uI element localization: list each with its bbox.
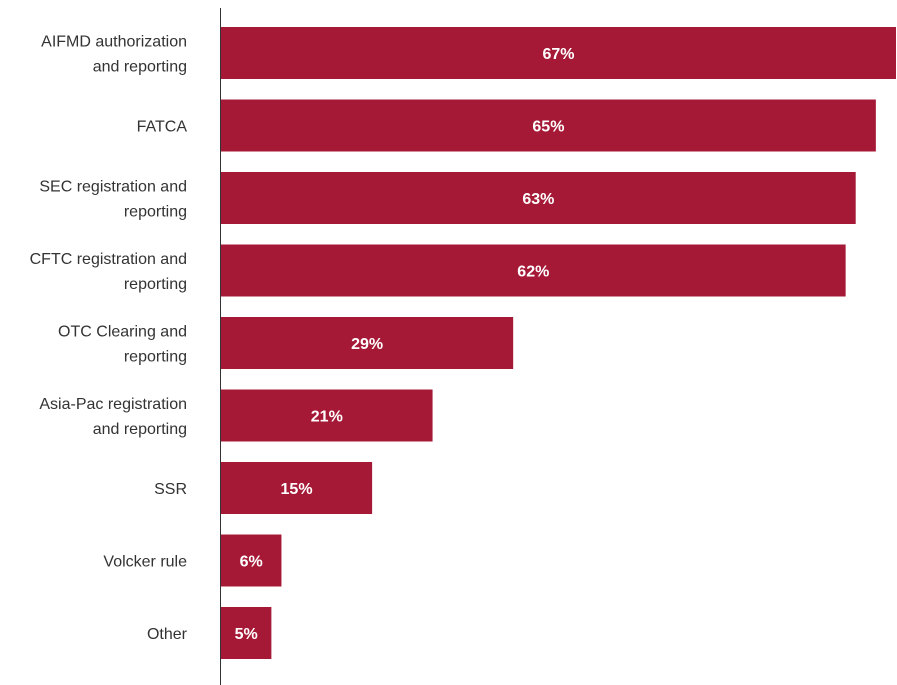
category-label: SSR: [154, 481, 187, 498]
bar-value-label: 29%: [351, 336, 383, 353]
bar: [221, 534, 282, 587]
category-label-line: SSR: [154, 481, 187, 498]
category-label: CFTC registration and reporting: [30, 251, 187, 293]
category-label-line: SEC registration and: [39, 179, 187, 196]
category-labels: AIFMD authorization and reporting FATCA SEC…: [30, 34, 188, 644]
category-label-line: Asia-Pac registration: [39, 396, 187, 413]
category-label-line: Volcker rule: [103, 554, 187, 571]
category-label: Other: [147, 626, 188, 643]
bars-layer: 67% 65% 63% 62% 29% 21% 15% 6% 5%: [221, 27, 896, 659]
bar: [221, 462, 373, 514]
bar-value-label: 67%: [542, 46, 574, 63]
bar-value-label: 15%: [281, 481, 313, 498]
bar-value-label: 62%: [517, 264, 549, 281]
bar: [221, 607, 272, 659]
category-label-line: FATCA: [137, 119, 188, 136]
category-label-line: reporting: [124, 204, 187, 221]
bar: [221, 317, 514, 369]
category-label-line: reporting: [124, 349, 187, 366]
bar-value-label: 6%: [240, 554, 263, 571]
bar: [221, 172, 856, 224]
category-label-line: Other: [147, 626, 188, 643]
bar-value-label: 65%: [532, 119, 564, 136]
category-label-line: and reporting: [93, 421, 187, 438]
category-label-line: and reporting: [93, 59, 187, 76]
category-label: OTC Clearing and reporting: [58, 324, 187, 366]
category-label: Volcker rule: [103, 554, 187, 571]
category-label: Asia-Pac registration and reporting: [39, 396, 187, 438]
bar: [221, 99, 876, 152]
bar: [221, 244, 846, 297]
category-label-line: CFTC registration and: [30, 251, 187, 268]
category-label-line: OTC Clearing and: [58, 324, 187, 341]
category-label-line: AIFMD authorization: [41, 34, 187, 51]
category-label: FATCA: [137, 119, 188, 136]
bar-value-label: 21%: [311, 409, 343, 426]
category-label: AIFMD authorization and reporting: [41, 34, 187, 76]
bar-value-label: 5%: [235, 626, 258, 643]
category-label-line: reporting: [124, 276, 187, 293]
bar: [221, 27, 896, 79]
category-label: SEC registration and reporting: [39, 179, 187, 221]
bar: [221, 389, 433, 442]
bar-value-label: 63%: [522, 191, 554, 208]
